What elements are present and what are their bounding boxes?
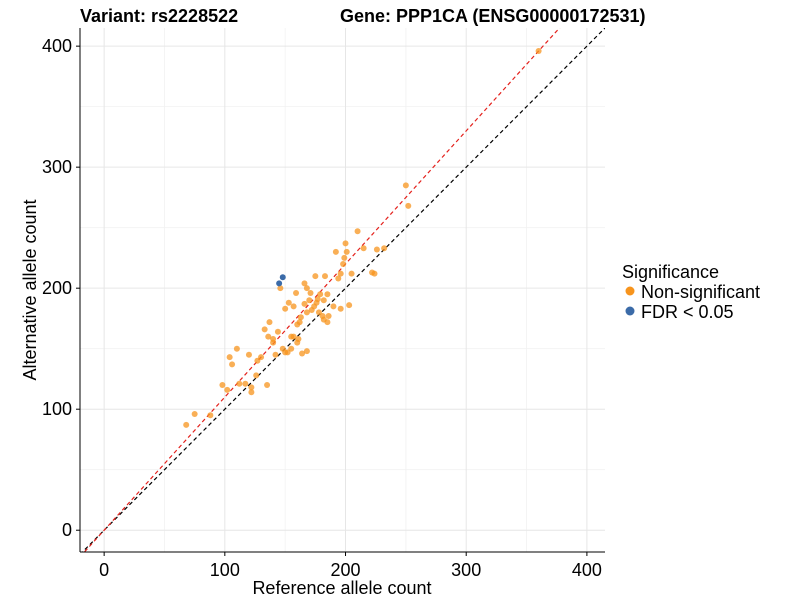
data-point-non-significant: [301, 300, 308, 307]
chart-title-gene: Gene: PPP1CA (ENSG00000172531): [340, 6, 646, 26]
legend-swatch-fdr: [625, 306, 635, 316]
data-point-non-significant: [233, 345, 240, 352]
data-point-non-significant: [226, 354, 233, 361]
data-point-non-significant: [264, 381, 271, 388]
grid-lines: [80, 28, 605, 552]
x-tick-label: 0: [99, 560, 109, 580]
data-point-non-significant: [297, 314, 304, 321]
data-point-non-significant: [285, 299, 292, 306]
y-tick-label: 400: [42, 36, 72, 56]
data-point-non-significant: [373, 246, 380, 253]
legend-label-non-significant: Non-significant: [641, 282, 760, 302]
x-tick-label: 400: [572, 560, 602, 580]
x-tick-label: 200: [330, 560, 360, 580]
data-point-non-significant: [354, 228, 361, 235]
data-point-non-significant: [290, 333, 297, 340]
data-point-non-significant: [229, 361, 236, 368]
reference-line-fit: [83, 28, 561, 552]
y-tick-label: 200: [42, 278, 72, 298]
data-point-non-significant: [277, 285, 284, 292]
legend: Significance Non-significant FDR < 0.05: [622, 262, 760, 322]
data-point-non-significant: [371, 270, 378, 277]
data-point-non-significant: [402, 182, 409, 189]
data-point-non-significant: [535, 47, 542, 54]
data-point-non-significant: [242, 380, 249, 387]
data-point-non-significant: [312, 273, 319, 280]
data-point-non-significant: [307, 290, 314, 297]
data-point-non-significant: [315, 309, 322, 316]
data-point-non-significant: [342, 240, 349, 247]
data-points: [183, 47, 542, 428]
data-point-non-significant: [265, 333, 272, 340]
data-point-non-significant: [337, 305, 344, 312]
chart-title-variant: Variant: rs2228522: [80, 6, 238, 26]
data-point-non-significant: [294, 321, 301, 328]
data-point-non-significant: [274, 328, 281, 335]
data-point-non-significant: [325, 313, 332, 320]
data-point-non-significant: [303, 348, 310, 355]
reference-lines: [81, 28, 605, 552]
x-tick-label: 300: [451, 560, 481, 580]
y-tick-label: 300: [42, 157, 72, 177]
data-point-non-significant: [360, 245, 367, 252]
data-point-non-significant: [303, 285, 310, 292]
data-point-non-significant: [224, 386, 231, 393]
data-point-non-significant: [290, 303, 297, 310]
data-point-non-significant: [261, 326, 268, 333]
data-point-non-significant: [303, 309, 310, 316]
data-point-non-significant: [288, 345, 295, 352]
data-point-non-significant: [295, 336, 302, 343]
data-point-non-significant: [322, 273, 328, 280]
data-point-non-significant: [348, 270, 355, 277]
x-axis-title: Reference allele count: [252, 578, 431, 598]
data-point-non-significant: [245, 351, 252, 358]
data-point-non-significant: [381, 245, 388, 252]
data-point-non-significant: [258, 354, 265, 361]
data-point-non-significant: [183, 421, 190, 428]
legend-swatch-non-significant: [625, 286, 635, 296]
data-point-non-significant: [306, 297, 313, 304]
data-point-non-significant: [337, 270, 344, 277]
data-point-non-significant: [293, 290, 300, 297]
data-point-non-significant: [236, 380, 243, 387]
data-point-non-significant: [320, 297, 327, 304]
data-point-fdr-0-05: [276, 280, 283, 287]
data-point-non-significant: [253, 372, 260, 379]
data-point-non-significant: [248, 384, 255, 391]
data-point-non-significant: [284, 349, 291, 356]
data-point-non-significant: [301, 280, 308, 287]
legend-label-fdr: FDR < 0.05: [641, 302, 734, 322]
legend-title: Significance: [622, 262, 719, 282]
data-point-non-significant: [254, 357, 261, 364]
data-point-non-significant: [282, 305, 289, 312]
data-point-non-significant: [405, 202, 412, 209]
data-point-non-significant: [207, 412, 214, 419]
data-point-non-significant: [335, 275, 342, 282]
data-point-non-significant: [248, 389, 255, 396]
data-point-non-significant: [343, 248, 350, 255]
y-tick-label: 0: [62, 520, 72, 540]
data-point-non-significant: [314, 296, 321, 303]
y-axis-title: Alternative allele count: [20, 199, 40, 380]
data-point-non-significant: [340, 260, 347, 267]
data-point-non-significant: [270, 339, 277, 346]
data-point-non-significant: [346, 302, 353, 309]
data-point-non-significant: [341, 254, 348, 261]
data-point-non-significant: [317, 291, 324, 298]
data-point-non-significant: [272, 351, 279, 358]
data-point-non-significant: [330, 303, 337, 310]
data-point-non-significant: [219, 381, 226, 388]
data-point-non-significant: [191, 411, 198, 418]
axes: 0 100 200 300 400 0 100 200 300 400: [42, 28, 605, 580]
data-point-non-significant: [324, 291, 331, 298]
data-point-non-significant: [299, 350, 306, 357]
data-point-non-significant: [324, 319, 331, 326]
y-tick-label: 100: [42, 399, 72, 419]
reference-line-identity: [81, 28, 605, 552]
data-point-non-significant: [332, 248, 339, 255]
x-tick-label: 100: [210, 560, 240, 580]
data-point-non-significant: [266, 319, 273, 326]
data-point-fdr-0-05: [279, 274, 286, 281]
